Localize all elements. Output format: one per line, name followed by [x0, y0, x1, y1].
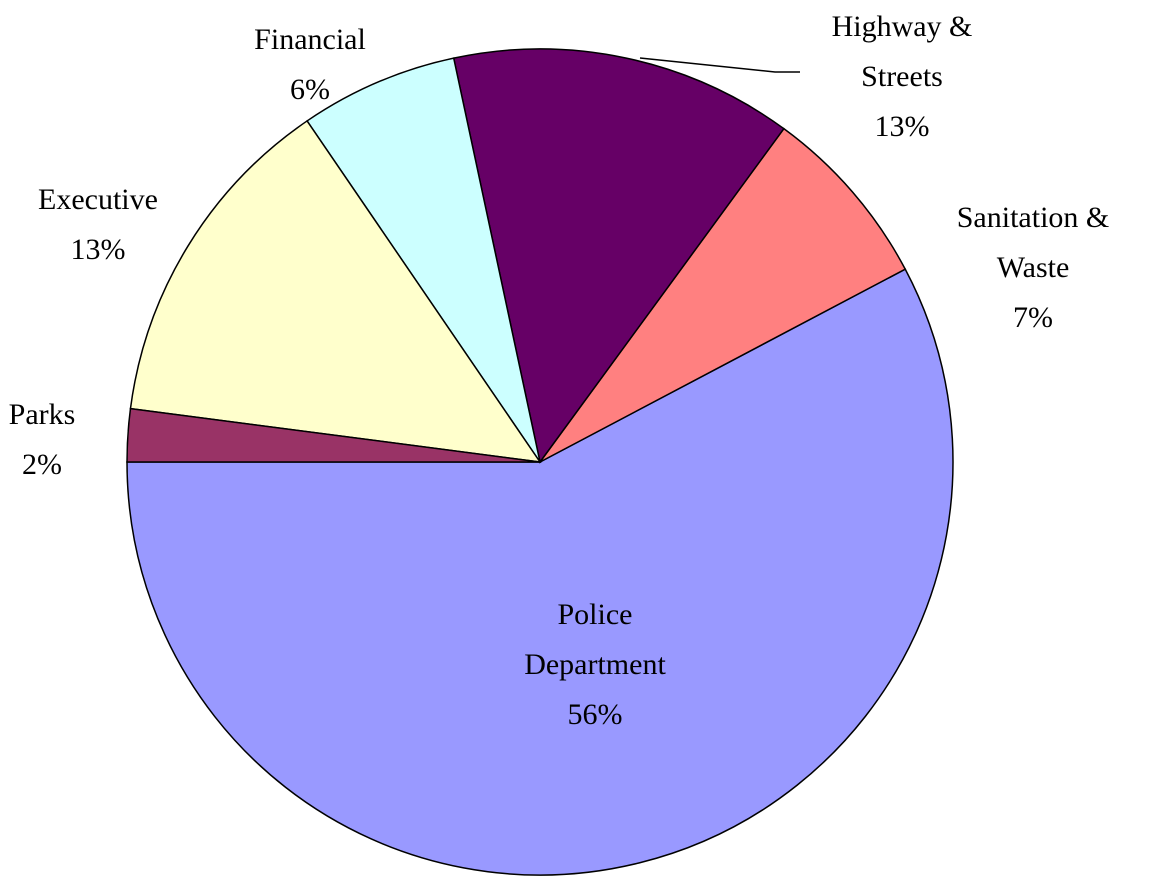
slice-label: Police Department 56% [490, 590, 700, 740]
pie-slice [129, 119, 542, 463]
slice-name: Executive [38, 183, 158, 216]
pie-slice [539, 127, 907, 463]
slice-name: Highway & Streets [831, 10, 973, 93]
slice-value: 2% [22, 448, 62, 481]
slice-value: 13% [874, 110, 930, 143]
slice-name: Parks [8, 398, 76, 431]
slice-label: Financial 6% [210, 15, 410, 115]
slice-label: Executive 13% [0, 175, 198, 275]
slice-value: 13% [70, 233, 126, 266]
slice-label: Sanitation & Waste 7% [923, 193, 1143, 343]
pie-slice [126, 268, 954, 876]
slice-name: Financial [254, 23, 366, 56]
pie-slice [306, 57, 541, 463]
leader-line [639, 57, 800, 73]
pie-slice [452, 48, 785, 464]
slice-name: Police Department [524, 598, 666, 681]
pie-slice [126, 407, 541, 463]
slice-label: Parks 2% [0, 390, 92, 490]
slice-label: Highway & Streets 13% [792, 2, 1012, 152]
slice-value: 56% [567, 698, 623, 731]
slice-value: 7% [1013, 301, 1053, 334]
slice-name: Sanitation & Waste [956, 201, 1110, 284]
slice-value: 6% [290, 73, 330, 106]
